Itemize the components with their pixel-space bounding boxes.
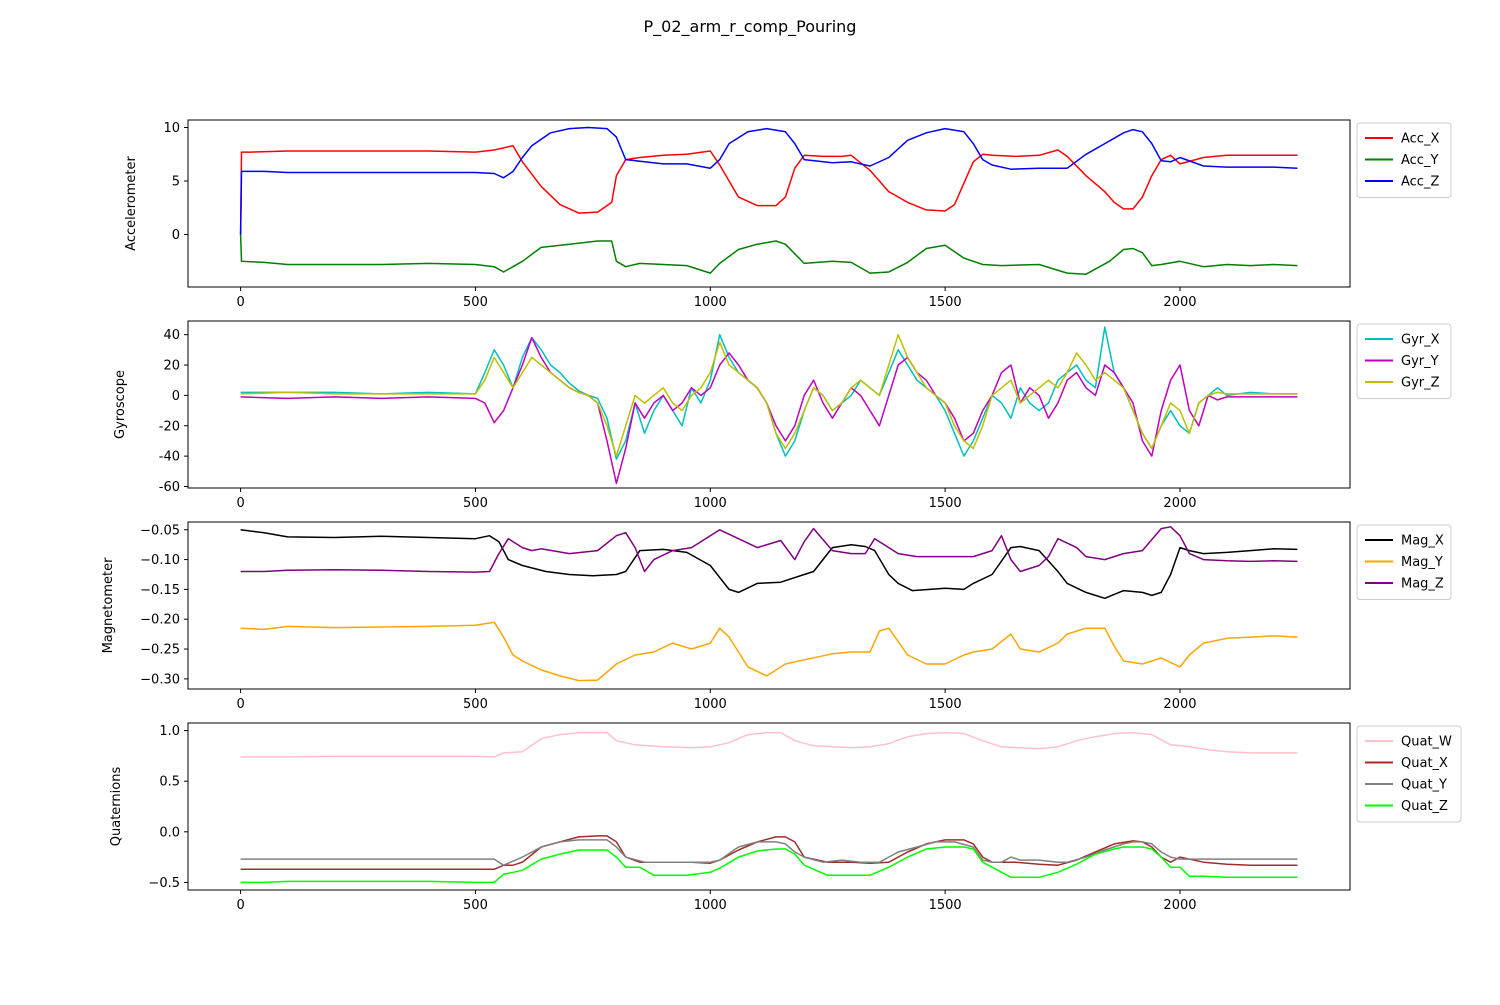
series-line-Acc_Y	[239, 234, 1298, 275]
x-tick-label: 1500	[929, 496, 962, 511]
x-tick-label: 1000	[694, 496, 727, 511]
x-tick-label: 2000	[1163, 295, 1196, 310]
y-tick-label: -20	[159, 419, 180, 434]
subplot-3: 0 500 1000 1500 2000 −0.30 −0.25 −0.20 −0.15 −0.1…	[101, 521, 1452, 712]
series-line-Quat_X	[240, 835, 1298, 871]
x-tick-label: 2000	[1163, 697, 1196, 712]
legend-label: Gyr_X	[1401, 333, 1440, 348]
subplot-4: 0 500 1000 1500 2000 −0.5 0.0 0.5 1.0 Quaternions…	[109, 722, 1462, 913]
legend-label: Quat_X	[1401, 756, 1448, 771]
y-tick-label: 20	[163, 359, 180, 374]
subplot-1: 0 500 1000 1500 20000510AccelerometerAcc_XAc…	[124, 119, 1452, 310]
y-tick-label: -60	[159, 480, 180, 495]
legend-label: Acc_X	[1401, 132, 1439, 147]
legend-label: Quat_W	[1401, 735, 1452, 750]
series-line-Mag_Y	[240, 621, 1298, 682]
y-tick-label: 0.0	[159, 825, 180, 840]
y-tick-label: −0.05	[140, 523, 180, 538]
y-tick-label: −0.5	[148, 876, 180, 891]
series-line-Acc_X	[239, 144, 1298, 235]
axes-frame	[187, 521, 1351, 690]
legend-label: Acc_Y	[1401, 153, 1438, 168]
legend: Mag_X Mag_Y Mag_Z	[1356, 524, 1452, 600]
series-line-Quat_Z	[240, 846, 1298, 884]
legend: Gyr_X Gyr_Y Gyr_Z	[1356, 323, 1452, 399]
subplot-2: 0 500 1000 1500 2000 -60 -40 -20 0 20 40 Gyroscope G…	[113, 320, 1452, 511]
axes-frame	[187, 119, 1351, 288]
legend-label: Quat_Y	[1401, 778, 1447, 793]
series-line-Acc_Z	[239, 126, 1298, 235]
y-tick-label: -40	[159, 450, 180, 465]
y-tick-label: −0.25	[140, 643, 180, 658]
legend-label: Mag_Z	[1401, 577, 1444, 592]
legend-label: Mag_Y	[1401, 555, 1443, 570]
series-line-Mag_X	[240, 529, 1298, 600]
legend-label: Acc_Z	[1401, 175, 1439, 190]
legend-box	[1356, 524, 1452, 600]
series-lines	[239, 126, 1298, 275]
y-tick-label: −0.30	[140, 672, 180, 687]
series-line-Gyr_Z	[240, 333, 1298, 457]
y-axis-label: Gyroscope	[113, 370, 128, 439]
y-tick-label: −0.15	[140, 583, 180, 598]
series-line-Quat_Y	[240, 839, 1298, 866]
series-lines	[240, 731, 1298, 884]
legend-label: Gyr_Z	[1401, 376, 1440, 391]
y-tick-label: 5	[172, 175, 180, 190]
x-tick-label: 2000	[1163, 898, 1196, 913]
y-tick-label: 40	[163, 328, 180, 343]
x-tick-label: 1000	[694, 898, 727, 913]
series-line-Quat_W	[240, 731, 1298, 758]
legend-label: Gyr_Y	[1401, 354, 1439, 369]
x-tick-label: 1000	[694, 295, 727, 310]
y-tick-label: 0.5	[159, 775, 180, 790]
legend-label: Mag_X	[1401, 534, 1444, 549]
y-axis-label: Accelerometer	[124, 156, 139, 251]
x-tick-label: 1000	[694, 697, 727, 712]
series-lines	[240, 326, 1298, 485]
legend-box	[1356, 323, 1452, 399]
x-tick-label: 500	[463, 697, 488, 712]
y-tick-label: 0	[172, 228, 180, 243]
x-tick-label: 0	[236, 697, 244, 712]
series-line-Mag_Z	[240, 526, 1298, 573]
y-tick-label: 0	[172, 389, 180, 404]
y-axis-label: Quaternions	[109, 767, 124, 847]
y-tick-label: 1.0	[159, 724, 180, 739]
x-tick-label: 0	[236, 898, 244, 913]
series-lines	[240, 526, 1298, 682]
y-tick-label: 10	[163, 121, 180, 136]
x-tick-label: 1500	[929, 295, 962, 310]
legend-box	[1356, 725, 1462, 823]
y-axis-label: Magnetometer	[101, 557, 116, 653]
axes-frame	[187, 320, 1351, 489]
legend-box	[1356, 122, 1452, 198]
legend: Quat_W Quat_X Quat_Y Quat_Z	[1356, 725, 1462, 823]
legend: Acc_X Acc_Y Acc_Z	[1356, 122, 1452, 198]
x-tick-label: 1500	[929, 697, 962, 712]
figure-title: P_02_arm_r_comp_Pouring	[643, 17, 857, 36]
y-tick-label: −0.10	[140, 553, 180, 568]
x-tick-label: 500	[463, 496, 488, 511]
x-tick-label: 500	[463, 295, 488, 310]
x-tick-label: 1500	[929, 898, 962, 913]
x-tick-label: 0	[236, 295, 244, 310]
legend-label: Quat_Z	[1401, 799, 1448, 814]
x-tick-label: 500	[463, 898, 488, 913]
y-tick-label: −0.20	[140, 613, 180, 628]
axes-frame	[187, 722, 1351, 891]
x-tick-label: 0	[236, 496, 244, 511]
x-tick-label: 2000	[1163, 496, 1196, 511]
